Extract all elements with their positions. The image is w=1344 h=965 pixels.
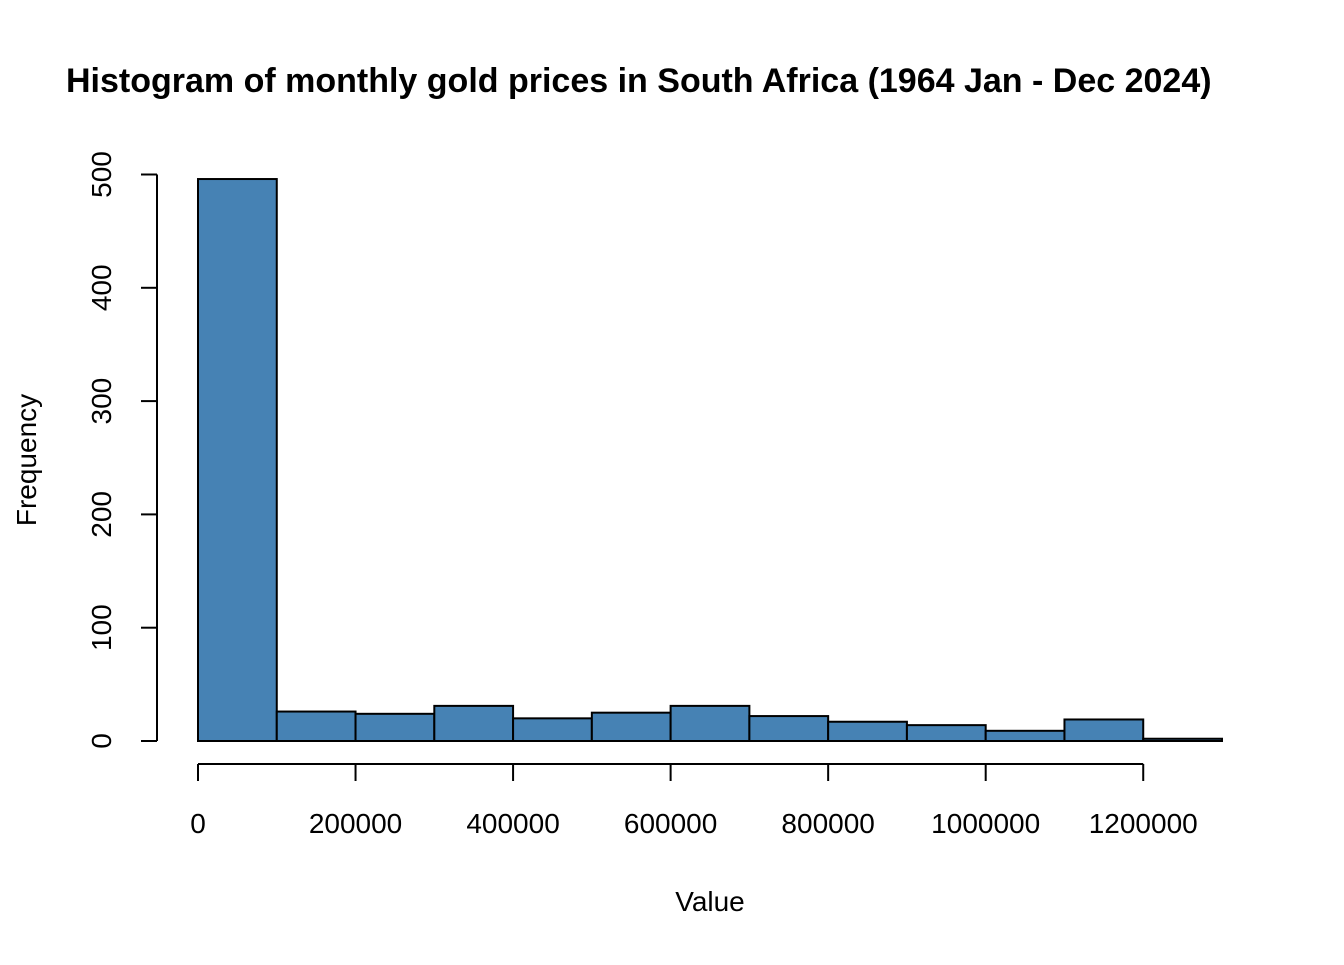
histogram-bar-11 bbox=[984, 729, 1066, 742]
histogram-bar-7 bbox=[669, 704, 751, 743]
histogram-bar-3 bbox=[354, 712, 436, 742]
x-tick-label: 800000 bbox=[781, 808, 874, 839]
x-axis: 0 200000 400000 600000 800000 1000000 1200000 bbox=[190, 763, 1198, 839]
x-tick-label: 0 bbox=[190, 808, 206, 839]
histogram-bar-6 bbox=[590, 711, 672, 742]
bars-layer bbox=[197, 178, 1223, 743]
y-tick-label: 500 bbox=[86, 151, 117, 198]
histogram-bar-13 bbox=[1142, 737, 1223, 743]
histogram-bar-10 bbox=[905, 724, 987, 742]
histogram-bar-4 bbox=[433, 704, 515, 743]
x-axis-label: Value bbox=[675, 886, 745, 917]
histogram-bar-1 bbox=[197, 178, 278, 743]
x-tick-label: 600000 bbox=[624, 808, 717, 839]
y-tick-label: 200 bbox=[86, 491, 117, 538]
y-axis-label: Frequency bbox=[11, 394, 42, 526]
x-tick-label: 1200000 bbox=[1089, 808, 1198, 839]
chart-title: Histogram of monthly gold prices in Sout… bbox=[66, 62, 1212, 100]
y-tick-label: 100 bbox=[86, 604, 117, 651]
y-axis: 0 100 200 300 400 500 bbox=[86, 151, 158, 749]
x-tick-label: 1000000 bbox=[931, 808, 1040, 839]
y-tick-label: 300 bbox=[86, 378, 117, 425]
histogram-bar-8 bbox=[748, 715, 830, 742]
histogram-bar-12 bbox=[1063, 718, 1145, 743]
histogram-bar-9 bbox=[827, 720, 908, 743]
x-tick-label: 200000 bbox=[309, 808, 402, 839]
y-tick-label: 400 bbox=[86, 264, 117, 311]
histogram-bar-5 bbox=[512, 717, 593, 743]
histogram-bar-2 bbox=[275, 710, 357, 742]
x-tick-label: 400000 bbox=[466, 808, 559, 839]
y-tick-label: 0 bbox=[86, 733, 117, 749]
